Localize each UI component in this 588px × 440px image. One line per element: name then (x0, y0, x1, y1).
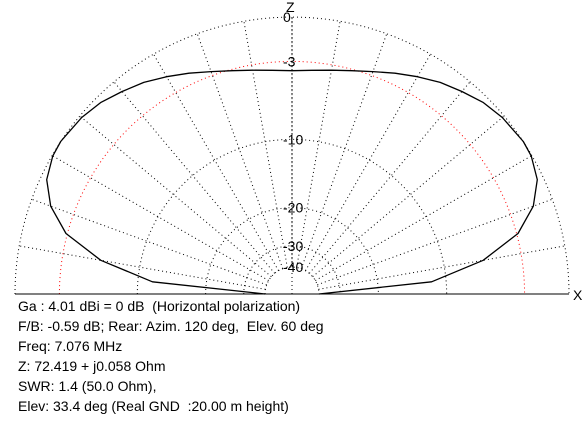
radial-spoke (31, 198, 267, 286)
radial-spoke (318, 245, 565, 290)
ring-label: 0 (283, 9, 291, 25)
ring-label: -10 (283, 131, 303, 147)
polar-grid (14, 16, 570, 295)
front-back-text: F/B: -0.59 dB; Rear: Azim. 120 deg, Elev… (18, 318, 324, 334)
axis-label-z: Z (286, 0, 295, 15)
radial-spoke (296, 21, 341, 268)
radial-spoke (308, 81, 471, 274)
db-ring (205, 207, 379, 295)
radial-spoke (196, 33, 284, 269)
impedance-text: Z: 72.419 + j0.058 Ohm (18, 358, 166, 374)
ring-label: -20 (283, 200, 303, 216)
elevation-text: Elev: 33.4 deg (Real GND :20.00 m height… (18, 398, 289, 414)
db-ring (264, 266, 320, 295)
radial-spoke (315, 155, 533, 281)
info-panel: Ga : 4.01 dBi = 0 dB (Horizontal polariz… (18, 296, 324, 416)
ring-label: -3 (283, 53, 296, 69)
radial-spoke (51, 155, 269, 281)
pattern-layer (46, 69, 538, 295)
label-layer: 0 -3 -10 -20 -30 -40 Z X (283, 0, 583, 303)
radial-spoke (312, 115, 505, 278)
radial-spoke (300, 33, 388, 269)
pattern-curve (46, 69, 538, 295)
gain-text: Ga : 4.01 dBi = 0 dB (Horizontal polariz… (18, 298, 301, 314)
ring-label: -40 (283, 259, 303, 275)
ring-label: -30 (283, 238, 303, 254)
radial-spoke (153, 53, 279, 271)
swr-text: SWR: 1.4 (50.0 Ohm), (18, 378, 157, 394)
frequency-text: Freq: 7.076 MHz (18, 338, 123, 354)
radial-spoke (305, 53, 431, 271)
radial-spoke (19, 245, 266, 290)
radial-spoke (243, 21, 288, 268)
radial-spoke (113, 81, 276, 274)
radial-spoke (317, 198, 553, 286)
radial-spoke (79, 115, 272, 278)
axis-label-x: X (573, 287, 583, 303)
